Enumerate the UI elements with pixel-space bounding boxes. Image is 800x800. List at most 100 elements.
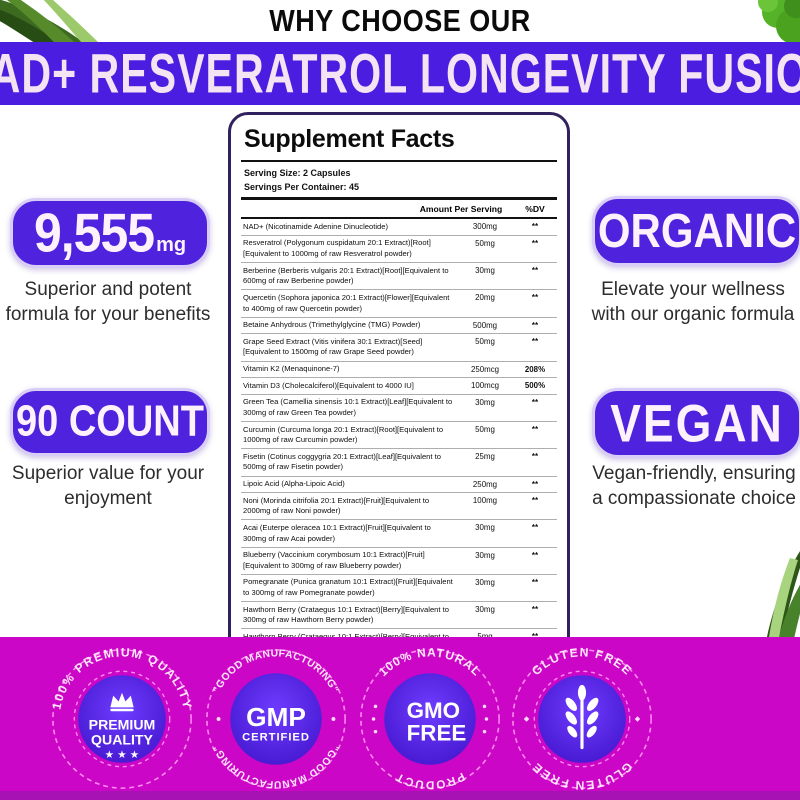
table-header: Amount Per Serving %DV [241,200,557,217]
organic-badge: ORGANIC [592,196,800,266]
ingredient-dv: ** [531,496,539,506]
organic-caption: Elevate your wellness with our organic f… [591,279,795,325]
ingredient-amount: 50mg [475,337,495,347]
ingredient-amount: 30mg [475,605,495,615]
seal-inner-circle [78,675,166,763]
table-row: Curcumin (Curcuma longa 20:1 Extract)[Ro… [241,422,557,450]
ingredient-amount: 30mg [475,266,495,276]
crown-icon [110,692,134,708]
ingredient-dv: ** [531,452,539,462]
seal-center-line2: FREE [407,720,467,745]
ingredient-name: Lipoic Acid (Alpha-Lipoic Acid) [243,479,345,489]
ingredient-table: NAD+ (Nicotinamide Adenine Dinucleotide)… [241,219,557,658]
gmp-certified-seal: "GOOD MANUFACTURING" "GOOD MANUFACTURING… [206,648,346,789]
ingredient-name: Grape Seed Extract (Vitis vinifera 30:1 … [243,336,423,357]
dosage-badge: 9,555 mg [10,198,210,268]
serving-info: Serving Size: 2 Capsules Servings Per Co… [231,162,567,198]
table-row: Vitamin D3 (Cholecalciferol)[Equivalent … [241,378,557,395]
table-row: Lipoic Acid (Alpha-Lipoic Acid) 250mg ** [241,477,557,494]
dosage-caption: Superior and potent formula for your ben… [5,279,211,325]
seal-center-line1: GMO [407,698,460,723]
table-row: Vitamin K2 (Menaquinone-7) 250mcg 208% [241,362,557,379]
table-row: Acai (Euterpe oleracea 10:1 Extract)[Fru… [241,520,557,548]
serving-size: Serving Size: 2 Capsules [244,167,351,178]
ingredient-name: Berberine (Berberis vulgaris 20:1 Extrac… [243,265,449,286]
ingredient-dv: 208% [524,364,546,374]
column-header-amount: Amount Per Serving [419,203,503,214]
servings-per-container: Servings Per Container: 45 [244,181,360,192]
ingredient-dv: ** [531,577,539,587]
premium-quality-seal: 100% PREMIUM QUALITY PREMIUM QUALITY ★ ★… [49,646,193,789]
ingredient-dv: ** [513,632,557,641]
seal-center-line2: CERTIFIED [242,731,310,743]
column-header-dv: %DV [525,203,545,214]
dosage-value: 9,555 [33,202,155,264]
ingredient-dv: ** [531,605,539,615]
ingredient-name: Curcumin (Curcuma longa 20:1 Extract)[Ro… [243,424,444,445]
ingredient-amount: 50mg [475,425,495,435]
crown-icon-base [110,708,134,712]
table-row: Noni (Morinda citrifolia 20:1 Extract)[F… [241,493,557,521]
ingredient-dv: ** [531,293,539,303]
ingredient-dv: ** [531,550,539,560]
ingredient-name: Quercetin (Sophora japonica 20:1 Extract… [243,292,450,313]
ingredient-dv: ** [531,479,539,489]
table-row: Fisetin (Cotinus coggygria 20:1 Extract)… [241,449,557,477]
table-row: NAD+ (Nicotinamide Adenine Dinucleotide)… [241,219,557,236]
seal-inner-circle [230,673,322,765]
bottom-strip-edge [0,791,800,800]
stars-icon: ★ ★ ★ [105,749,140,761]
table-row: Blueberry (Vaccinium corymbosum 10:1 Ext… [241,548,557,575]
table-row: Pomegranate (Punica granatum 10:1 Extrac… [241,575,557,603]
ingredient-dv: 500% [524,381,546,391]
ingredient-name: Green Tea (Camellia sinensis 10:1 Extrac… [243,397,453,417]
wheat-icon [565,684,599,750]
seal-inner-circle [384,673,476,765]
ingredient-amount: 5mg [457,632,513,641]
seal-center-line1: GMP [246,702,306,732]
seal-center-line1: PREMIUM [89,717,156,733]
ingredient-amount: 250mcg [470,364,500,374]
ingredient-dv: ** [531,222,539,232]
ingredient-amount: 30mg [475,523,495,533]
table-row: Quercetin (Sophora japonica 20:1 Extract… [241,290,557,318]
table-row: Grape Seed Extract (Vitis vinifera 30:1 … [241,334,557,362]
table-row: Berberine (Berberis vulgaris 20:1 Extrac… [241,263,557,291]
dosage-unit: mg [156,234,187,256]
dot-ring-decoration [371,704,489,734]
table-row: Betaine Anhydrous (Trimethylglycine (TMG… [241,318,557,335]
ingredient-amount: 250mg [472,479,498,489]
divider [241,216,557,220]
vegan-badge: VEGAN [592,388,800,458]
product-banner: NAD+ RESVERATROL LONGEVITY FUSION [0,42,800,105]
ingredient-amount: 30mg [475,577,495,587]
ingredient-dv: ** [531,337,539,347]
ingredient-amount: 100mg [472,496,498,506]
ingredient-name: Resveratrol (Polygonum cuspidatum 20:1 E… [243,238,431,259]
divider [241,160,557,162]
ingredient-amount: 30mg [475,550,495,560]
ingredient-dv: ** [531,425,539,435]
divider [241,197,557,200]
ingredient-name: Fisetin (Cotinus coggygria 20:1 Extract)… [243,451,441,472]
product-banner-title: NAD+ RESVERATROL LONGEVITY FUSION [0,41,800,104]
seal-arc-top: GLUTEN FREE [529,646,634,678]
ingredient-amount: 50mg [475,238,495,248]
seal-arc-bottom: GLUTEN FREE [529,759,634,792]
supplement-facts-title: Supplement Facts [244,125,455,153]
count-label: 90 COUNT [16,397,204,446]
eyebrow-title: WHY CHOOSE OUR [269,4,531,38]
ingredient-name: Noni (Morinda citrifolia 20:1 Extract)[F… [243,495,430,516]
ingredient-amount: 100mcg [470,381,500,391]
vegan-label: VEGAN [610,393,784,453]
table-row: Hawthorn Berry (Crataegus 10:1 Extract)[… [241,602,557,630]
ingredient-dv: ** [531,266,539,276]
ingredient-name: Acai (Euterpe oleracea 10:1 Extract)[Fru… [243,522,431,543]
ingredient-name: Betaine Anhydrous (Trimethylglycine (TMG… [243,320,421,330]
ingredient-amount: 30mg [475,397,495,407]
ingredient-name: Vitamin K2 (Menaquinone-7) [243,364,340,374]
table-row: Resveratrol (Polygonum cuspidatum 20:1 E… [241,236,557,264]
supplement-facts-panel: Supplement Facts Serving Size: 2 Capsule… [228,112,570,703]
ingredient-amount: 300mg [472,222,498,232]
